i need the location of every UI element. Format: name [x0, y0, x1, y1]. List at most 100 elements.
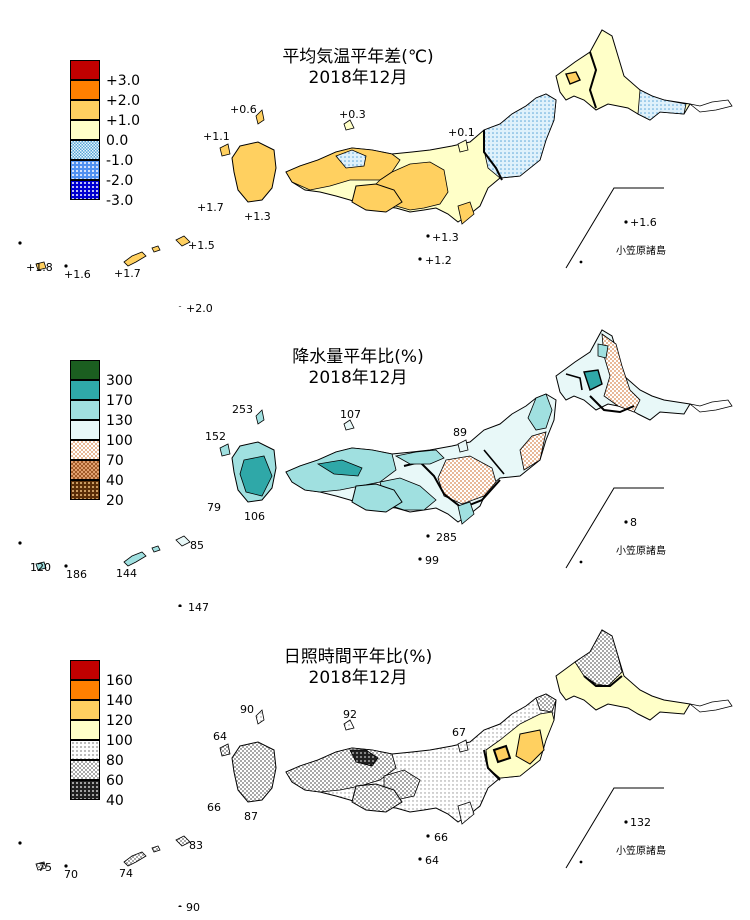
island-dot	[426, 234, 430, 238]
bonin-islands-label: 小笠原諸島	[616, 546, 666, 557]
legend-swatch	[70, 420, 100, 440]
kyushu-very-wet	[239, 455, 273, 497]
goto-islands	[219, 143, 231, 157]
title-line-1: 平均気温平年差(℃)	[282, 47, 434, 67]
ryukyu-okinawa	[123, 851, 147, 867]
legend-swatch	[70, 380, 100, 400]
hokkaido	[555, 629, 691, 721]
island-dot	[178, 306, 182, 307]
legend-swatch	[70, 760, 100, 780]
bonin-inset-frame	[565, 487, 664, 569]
station-value: 83	[189, 839, 203, 852]
legend-label: -1.0	[106, 153, 134, 169]
ryukyu-okinawa	[123, 551, 147, 567]
izu-peninsula	[457, 501, 475, 525]
title-line-2: 2018年12月	[308, 368, 408, 388]
izu-peninsula	[457, 201, 475, 225]
legend-label: 40	[106, 793, 124, 809]
station-value: 8	[630, 516, 637, 529]
station-value: 253	[232, 403, 253, 416]
legend-swatch	[70, 720, 100, 740]
legend-swatch	[70, 480, 100, 500]
station-value: +1.6	[64, 268, 91, 281]
station-value: 70	[64, 868, 78, 881]
legend-swatch	[70, 460, 100, 480]
legend-label: 140	[106, 693, 133, 709]
hokkaido-wet	[583, 369, 603, 391]
station-value: 79	[207, 501, 221, 514]
legend-label: -3.0	[106, 193, 134, 209]
station-value: 186	[66, 568, 87, 581]
station-value: 74	[119, 867, 133, 880]
legend-swatch	[70, 120, 100, 140]
station-value: 147	[188, 601, 209, 614]
island-dot	[64, 264, 68, 268]
legend-label: -2.0	[106, 173, 134, 189]
island-dot	[64, 564, 68, 568]
island-dot	[579, 860, 583, 864]
legend-swatch	[70, 740, 100, 760]
legend-label: +3.0	[106, 73, 140, 89]
legend-swatch	[70, 60, 100, 80]
ryukyu-amami	[175, 235, 191, 247]
title-line-1: 降水量平年比(%)	[292, 347, 424, 367]
legend-label: 0.0	[106, 133, 129, 149]
tsushima	[255, 709, 265, 725]
goto-islands	[219, 743, 231, 757]
ryukyu-amami	[175, 535, 191, 547]
kuril-islands	[689, 99, 733, 113]
legend-swatch	[70, 80, 100, 100]
tsushima	[255, 409, 265, 425]
station-value: 106	[244, 510, 265, 523]
shikoku	[351, 783, 403, 813]
legend-swatch	[70, 100, 100, 120]
legend-swatch	[70, 180, 100, 200]
tohoku-cool	[483, 93, 557, 179]
legend-label: 170	[106, 393, 133, 409]
station-value: 85	[190, 539, 204, 552]
title-line-2: 2018年12月	[308, 68, 408, 88]
legend-label: 300	[106, 373, 133, 389]
tohoku-coast-wet	[527, 393, 553, 431]
tohoku-ring	[492, 744, 512, 764]
isohyet-line	[483, 449, 505, 475]
map-title: 平均気温平年差(℃) 2018年12月	[228, 47, 488, 89]
izu-peninsula	[457, 801, 475, 825]
ryukyu-sakishima	[35, 861, 47, 871]
station-value: 120	[30, 561, 51, 574]
map-title: 日照時間平年比(%) 2018年12月	[228, 647, 488, 689]
island-dot	[64, 864, 68, 868]
ryukyu-amami	[175, 835, 191, 847]
ryukyu-okinawa	[123, 251, 147, 267]
station-value: 144	[116, 567, 137, 580]
station-value: 89	[453, 426, 467, 439]
legend-label: +1.0	[106, 113, 140, 129]
legend-label: 20	[106, 493, 124, 509]
station-value: 87	[244, 810, 258, 823]
title-line-2: 2018年12月	[308, 668, 408, 688]
station-value: +1.6	[630, 216, 657, 229]
bonin-inset-frame	[565, 187, 664, 269]
island-dot	[18, 541, 22, 545]
legend-swatch	[70, 400, 100, 420]
chubu-cool	[335, 149, 367, 169]
sunshine-map-panel: 日照時間平年比(%) 2018年12月 160 140 120 100 80 6…	[0, 600, 750, 913]
hokkaido-dry	[601, 333, 641, 413]
kanto-dry	[437, 455, 497, 505]
bonin-inset-frame	[565, 787, 664, 869]
legend-label: 60	[106, 773, 124, 789]
island-dot	[178, 905, 182, 907]
map-title: 降水量平年比(%) 2018年12月	[228, 347, 488, 389]
island-dot	[624, 220, 628, 224]
legend-swatch	[70, 780, 100, 800]
station-value: 285	[436, 531, 457, 544]
tsushima	[255, 109, 265, 125]
ryukyu-sakishima	[35, 261, 47, 271]
island-dot	[18, 841, 22, 845]
station-value: 152	[205, 430, 226, 443]
title-line-1: 日照時間平年比(%)	[283, 647, 433, 667]
station-value: +1.5	[188, 239, 215, 252]
station-value: 92	[343, 708, 357, 721]
legend-label: 160	[106, 673, 133, 689]
station-value: +1.7	[114, 267, 141, 280]
